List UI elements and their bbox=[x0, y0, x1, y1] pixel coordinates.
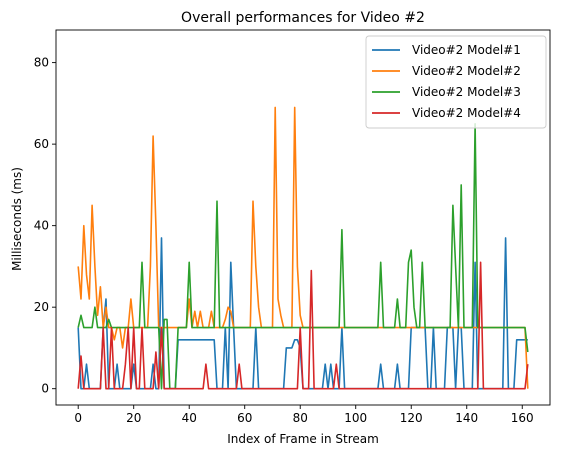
y-tick-label: 60 bbox=[34, 137, 49, 151]
x-tick-label: 40 bbox=[182, 411, 197, 425]
y-tick-label: 0 bbox=[41, 382, 49, 396]
legend: Video#2 Model#1 Video#2 Model#2 Video#2 Mo… bbox=[365, 35, 547, 129]
series-line-model-4 bbox=[77, 261, 529, 390]
legend-label-model-3: Video#2 Model#3 bbox=[412, 85, 521, 99]
legend-label-model-4: Video#2 Model#4 bbox=[412, 106, 521, 120]
series-line-model-3 bbox=[77, 123, 529, 390]
x-axis-label: Index of Frame in Stream bbox=[227, 432, 379, 446]
legend-label-model-1: Video#2 Model#1 bbox=[412, 43, 521, 57]
legend-label-model-2: Video#2 Model#2 bbox=[412, 64, 521, 78]
x-tick-label: 0 bbox=[74, 411, 82, 425]
legend-box bbox=[365, 35, 547, 129]
y-tick-label: 80 bbox=[34, 56, 49, 70]
x-tick-label: 120 bbox=[400, 411, 423, 425]
x-tick-label: 100 bbox=[344, 411, 367, 425]
x-tick-label: 80 bbox=[293, 411, 308, 425]
x-tick-label: 60 bbox=[237, 411, 252, 425]
series-lines bbox=[77, 106, 529, 390]
y-tick-label: 20 bbox=[34, 300, 49, 314]
chart-title: Overall performances for Video #2 bbox=[181, 10, 425, 26]
y-axis-label: Milliseconds (ms) bbox=[10, 167, 24, 271]
x-tick-label: 160 bbox=[511, 411, 534, 425]
axes-frame bbox=[55, 29, 551, 406]
x-tick-label: 20 bbox=[126, 411, 141, 425]
x-tick-label: 140 bbox=[455, 411, 478, 425]
y-tick-label: 40 bbox=[34, 219, 49, 233]
